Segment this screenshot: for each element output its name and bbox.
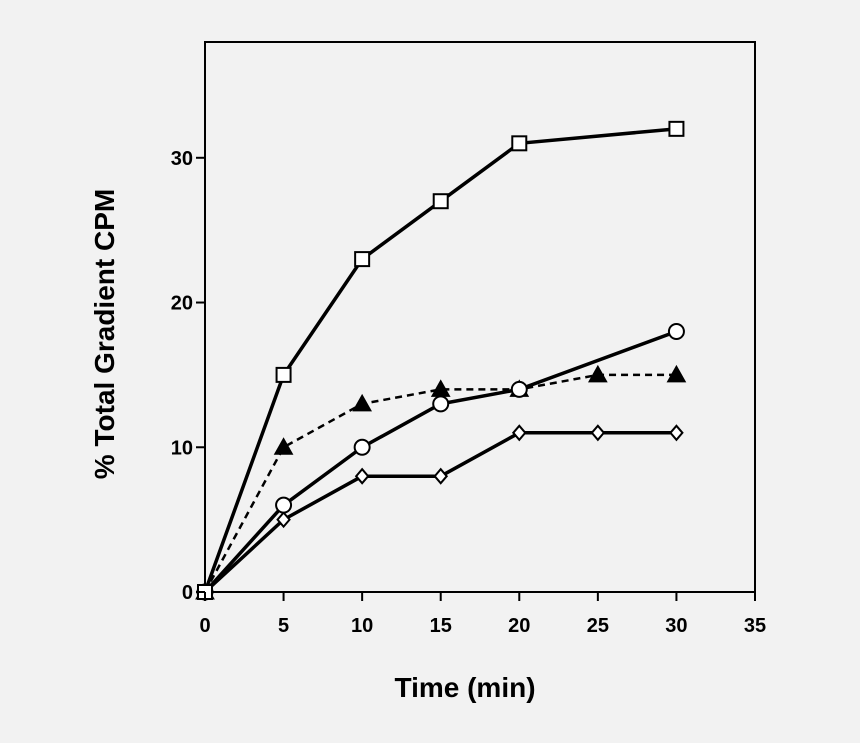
- data-point-open-square: [354, 251, 371, 268]
- plot-frame: [204, 41, 756, 593]
- data-point-open-circle: [510, 380, 528, 398]
- data-point-open-square: [668, 120, 685, 137]
- data-point-open-circle: [353, 438, 371, 456]
- data-point-open-circle: [667, 322, 685, 340]
- data-point-filled-triangle: [588, 364, 608, 383]
- y-tick-label: 0: [182, 582, 193, 604]
- data-point-open-diamond: [590, 424, 606, 442]
- x-tick-label: 25: [587, 615, 609, 637]
- data-point-open-diamond: [276, 511, 291, 529]
- x-tick-label: 5: [278, 615, 289, 637]
- series-line-open-circle: [203, 329, 678, 594]
- data-point-open-diamond: [511, 424, 527, 442]
- data-point-filled-triangle: [352, 393, 372, 412]
- tick-layer: 0 5 10 15 20 25 30 35 0 10 20 30: [171, 148, 766, 637]
- data-point-open-circle: [275, 496, 293, 514]
- data-point-open-diamond: [669, 424, 684, 442]
- y-tick-label: 20: [171, 293, 193, 315]
- x-tick-label: 0: [199, 615, 210, 637]
- data-point-filled-triangle: [273, 437, 294, 455]
- y-axis-label: % Total Gradient CPM: [89, 189, 120, 479]
- x-tick-label: 35: [744, 615, 766, 637]
- x-axis-label: Time (min): [394, 672, 535, 703]
- data-point-open-circle: [432, 395, 450, 413]
- y-tick-label: 10: [171, 437, 193, 459]
- data-point-filled-triangle: [666, 364, 687, 383]
- data-point-open-square: [511, 135, 528, 152]
- x-tick-label: 15: [430, 615, 452, 637]
- data-point-open-square: [275, 366, 292, 383]
- series-line-open-square: [203, 127, 677, 593]
- data-point-open-diamond: [433, 467, 449, 485]
- x-tick-label: 10: [351, 615, 373, 637]
- x-tick-label: 20: [508, 615, 530, 637]
- series-layer: [195, 120, 687, 601]
- data-point-open-square: [432, 193, 449, 210]
- x-tick-label: 30: [665, 615, 687, 637]
- data-point-open-diamond: [354, 467, 370, 485]
- y-tick-label: 30: [171, 148, 193, 170]
